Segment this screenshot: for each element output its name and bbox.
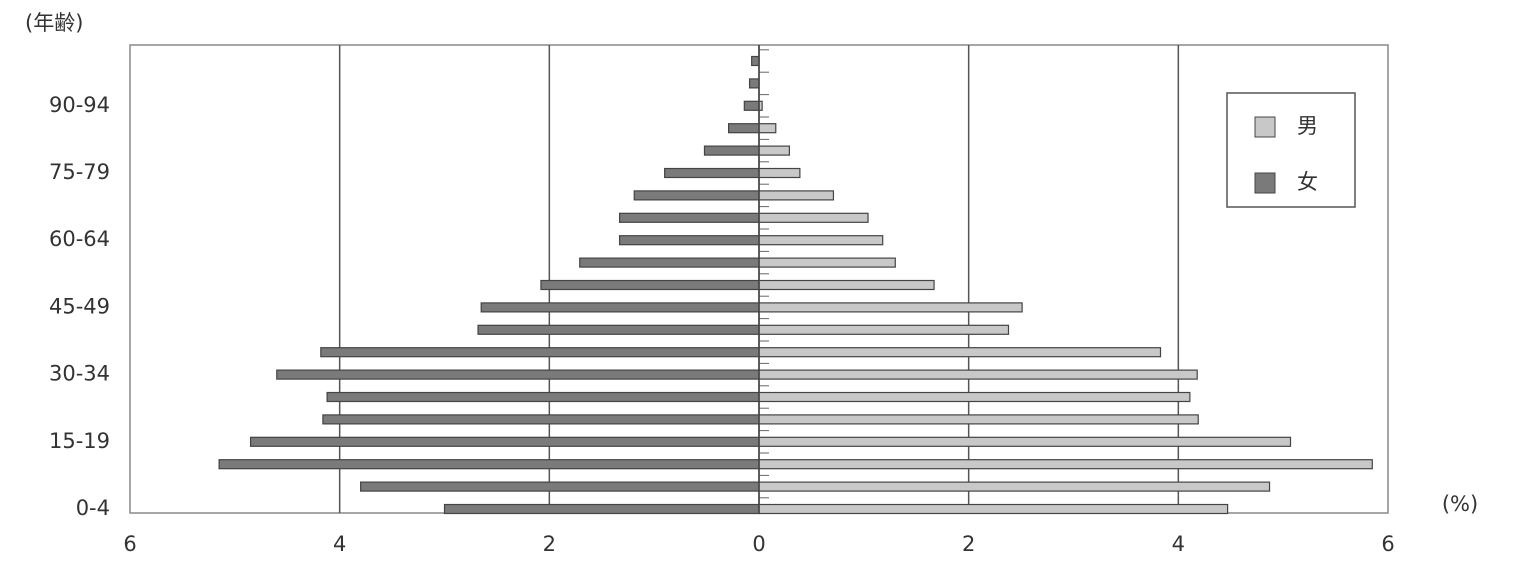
bar	[758, 212, 869, 223]
bar	[360, 481, 760, 492]
bar	[758, 414, 1199, 425]
bar	[758, 123, 777, 134]
y-tick-label: 15-19	[49, 429, 110, 453]
legend-box	[1226, 92, 1356, 208]
bar	[758, 235, 884, 246]
y-axis-title: (年齢)	[25, 11, 83, 35]
legend-label: 男	[1297, 114, 1318, 138]
bar	[320, 347, 760, 358]
bar	[758, 279, 935, 291]
bar	[633, 190, 760, 201]
x-tick-label: 6	[123, 532, 136, 556]
bar	[249, 436, 760, 447]
legend-swatch	[1254, 116, 1276, 138]
y-tick-label: 30-34	[49, 362, 110, 386]
y-tick-label: 75-79	[49, 160, 110, 184]
y-tick-label: 45-49	[49, 294, 110, 318]
bar	[758, 436, 1292, 447]
bar	[618, 235, 760, 246]
bar	[758, 347, 1162, 358]
bar	[540, 279, 760, 291]
y-tick-label: 90-94	[49, 93, 110, 117]
bar	[218, 459, 760, 470]
x-tick-label: 0	[752, 532, 765, 556]
bar	[758, 145, 791, 156]
x-axis-unit: (%)	[1442, 492, 1478, 516]
bar	[751, 55, 760, 67]
bar	[758, 324, 1010, 335]
bar	[477, 324, 760, 335]
y-tick-label: 60-64	[49, 227, 110, 251]
bar	[758, 459, 1373, 470]
bar	[758, 391, 1191, 403]
x-tick-label: 2	[543, 532, 556, 556]
bar	[727, 123, 760, 134]
bar	[758, 190, 835, 201]
bar	[579, 257, 760, 268]
bar	[758, 369, 1198, 380]
legend-swatch	[1254, 172, 1276, 194]
legend-label: 女	[1297, 170, 1318, 194]
y-tick-label: 0-4	[76, 496, 110, 520]
bar	[326, 391, 760, 403]
bar	[758, 257, 896, 268]
bar	[443, 503, 760, 515]
x-tick-label: 2	[962, 532, 975, 556]
bar	[480, 302, 760, 313]
bar	[758, 481, 1271, 492]
x-tick-label: 4	[1172, 532, 1185, 556]
bar	[322, 414, 760, 425]
bar	[758, 302, 1023, 313]
bar	[618, 212, 760, 223]
x-tick-label: 6	[1381, 532, 1394, 556]
bar	[664, 167, 760, 179]
x-tick-label: 4	[333, 532, 346, 556]
bar	[758, 167, 801, 179]
bar	[276, 369, 760, 380]
bar	[743, 100, 760, 111]
bar	[758, 503, 1229, 515]
bar	[748, 78, 760, 89]
bar	[703, 145, 760, 156]
